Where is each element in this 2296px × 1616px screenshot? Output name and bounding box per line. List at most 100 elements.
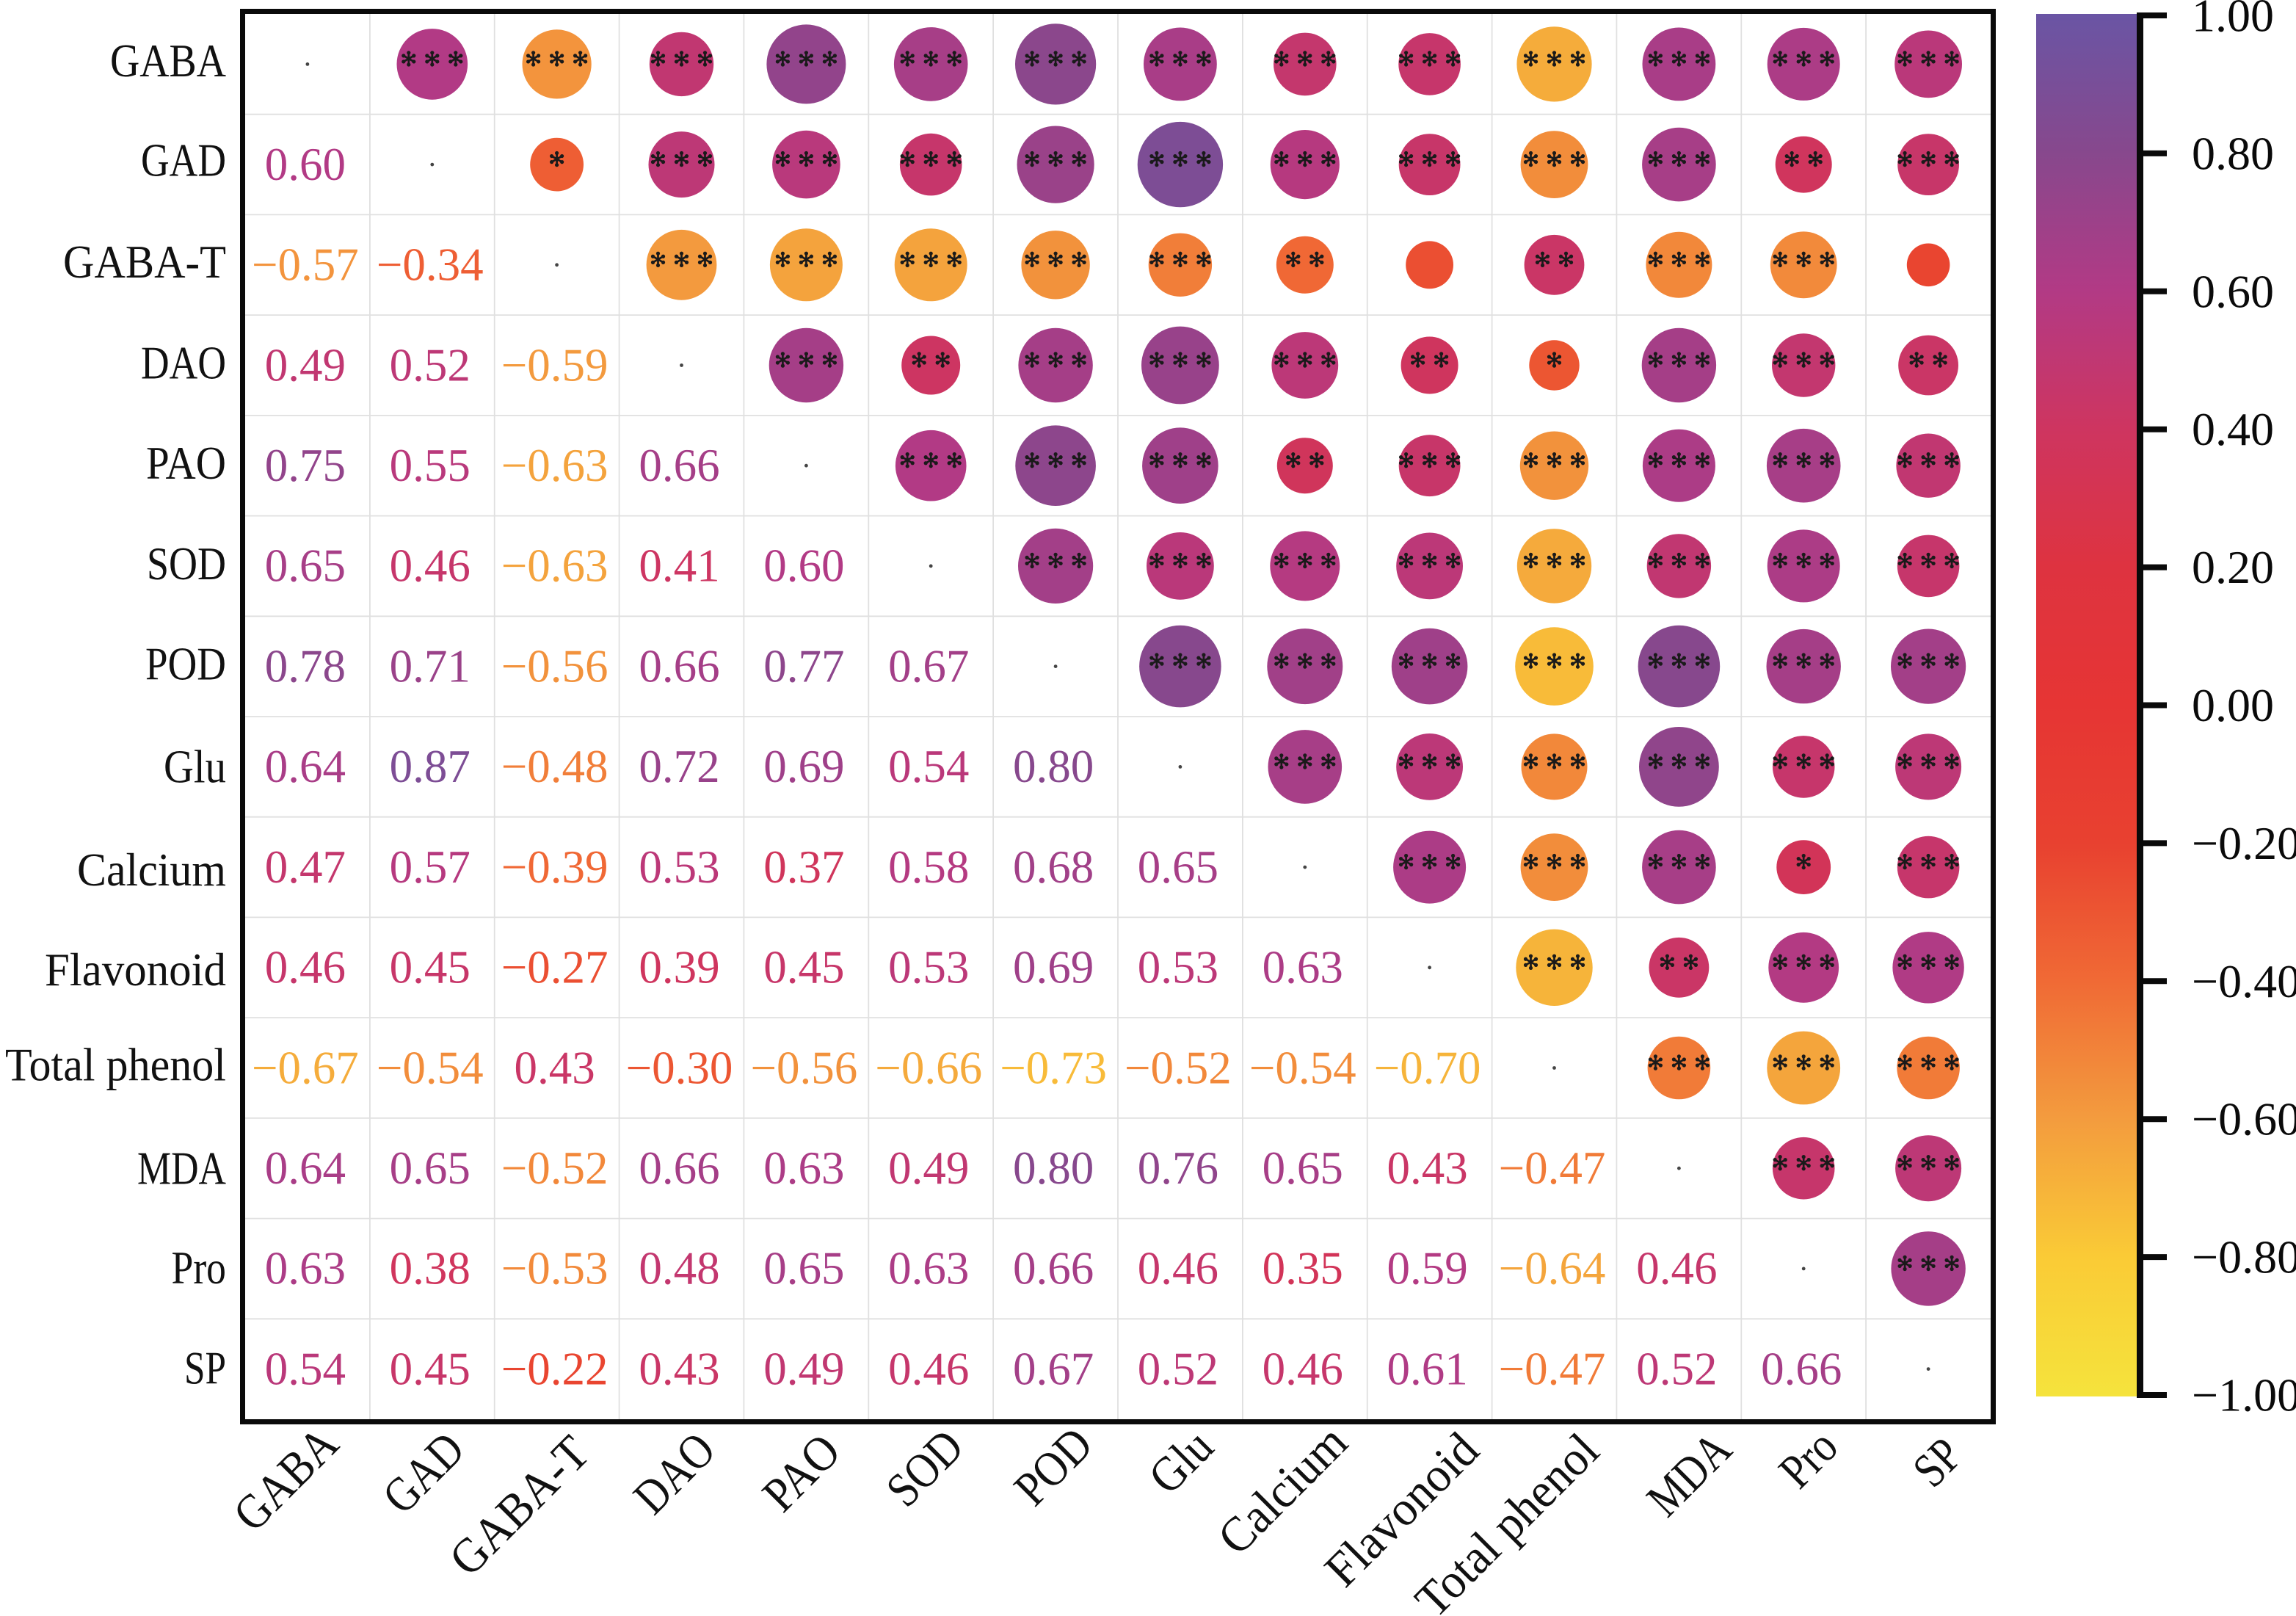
svg-text:0.35: 0.35 [1263, 1243, 1343, 1294]
svg-text:Glu: Glu [164, 741, 226, 792]
svg-text:0.60: 0.60 [2192, 265, 2274, 317]
svg-text:−0.54: −0.54 [1249, 1042, 1356, 1093]
svg-text:−0.63: −0.63 [501, 540, 608, 592]
svg-text:0.55: 0.55 [390, 440, 471, 491]
svg-text:Calcium: Calcium [77, 844, 226, 896]
svg-text:−0.47: −0.47 [1499, 1142, 1606, 1194]
svg-text:−0.52: −0.52 [501, 1142, 608, 1194]
svg-text:−0.30: −0.30 [626, 1042, 733, 1093]
svg-text:−0.40: −0.40 [2192, 955, 2296, 1007]
svg-text:0.64: 0.64 [265, 741, 346, 792]
svg-text:0.65: 0.65 [1138, 841, 1218, 893]
svg-text:0.64: 0.64 [265, 1142, 346, 1194]
svg-text:0.80: 0.80 [1013, 741, 1094, 792]
svg-text:0.66: 0.66 [1761, 1343, 1842, 1394]
svg-text:0.78: 0.78 [265, 640, 346, 692]
svg-text:−0.27: −0.27 [501, 942, 608, 993]
svg-text:0.45: 0.45 [390, 942, 471, 993]
svg-text:0.63: 0.63 [888, 1243, 969, 1294]
svg-text:0.43: 0.43 [1387, 1142, 1467, 1194]
svg-text:0.80: 0.80 [1013, 1142, 1094, 1194]
svg-text:−0.52: −0.52 [1125, 1042, 1232, 1093]
svg-text:0.53: 0.53 [639, 841, 719, 893]
svg-text:−0.57: −0.57 [252, 239, 359, 291]
svg-text:1.00: 1.00 [2192, 0, 2274, 42]
svg-text:0.63: 0.63 [1263, 942, 1343, 993]
svg-text:0.59: 0.59 [1387, 1243, 1467, 1294]
svg-text:0.80: 0.80 [2192, 127, 2274, 179]
svg-text:0.52: 0.52 [1636, 1343, 1717, 1394]
svg-text:0.57: 0.57 [390, 841, 471, 893]
svg-text:0.52: 0.52 [390, 339, 471, 391]
svg-text:0.66: 0.66 [639, 440, 719, 491]
svg-text:0.65: 0.65 [1263, 1142, 1343, 1194]
svg-text:−0.39: −0.39 [501, 841, 608, 893]
svg-text:0.71: 0.71 [390, 640, 471, 692]
svg-text:0.65: 0.65 [763, 1243, 844, 1294]
svg-text:−0.64: −0.64 [1499, 1243, 1606, 1294]
svg-text:−0.22: −0.22 [501, 1343, 608, 1394]
svg-text:−0.56: −0.56 [501, 640, 608, 692]
svg-text:0.65: 0.65 [265, 540, 346, 592]
svg-text:0.00: 0.00 [2192, 679, 2274, 731]
svg-text:−0.48: −0.48 [501, 741, 608, 792]
svg-text:0.66: 0.66 [1013, 1243, 1094, 1294]
svg-text:0.43: 0.43 [514, 1042, 595, 1093]
svg-text:0.60: 0.60 [763, 540, 844, 592]
svg-text:0.66: 0.66 [639, 1142, 719, 1194]
svg-text:−0.47: −0.47 [1499, 1343, 1606, 1394]
svg-text:0.61: 0.61 [1387, 1343, 1467, 1394]
svg-text:MDA: MDA [137, 1143, 226, 1195]
svg-text:0.63: 0.63 [763, 1142, 844, 1194]
svg-text:0.49: 0.49 [265, 339, 346, 391]
svg-text:0.46: 0.46 [1636, 1243, 1717, 1294]
svg-text:0.54: 0.54 [888, 741, 969, 792]
svg-text:−0.67: −0.67 [252, 1042, 359, 1093]
svg-text:0.43: 0.43 [639, 1343, 719, 1394]
svg-text:0.54: 0.54 [265, 1343, 346, 1394]
svg-text:0.46: 0.46 [265, 942, 346, 993]
svg-text:0.87: 0.87 [390, 741, 471, 792]
svg-text:0.20: 0.20 [2192, 541, 2274, 593]
svg-text:SOD: SOD [147, 538, 226, 590]
svg-text:0.60: 0.60 [265, 139, 346, 190]
svg-text:0.75: 0.75 [265, 440, 346, 491]
svg-text:0.39: 0.39 [639, 942, 719, 993]
svg-text:0.68: 0.68 [1013, 841, 1094, 893]
svg-text:Pro: Pro [172, 1242, 227, 1294]
svg-text:0.69: 0.69 [763, 741, 844, 792]
svg-text:0.37: 0.37 [763, 841, 844, 893]
svg-text:−1.00: −1.00 [2192, 1369, 2296, 1421]
svg-text:0.49: 0.49 [763, 1343, 844, 1394]
svg-text:0.67: 0.67 [1013, 1343, 1094, 1394]
svg-text:0.58: 0.58 [888, 841, 969, 893]
svg-text:0.47: 0.47 [265, 841, 346, 893]
svg-text:0.67: 0.67 [888, 640, 969, 692]
svg-text:DAO: DAO [141, 338, 226, 389]
svg-text:0.49: 0.49 [888, 1142, 969, 1194]
svg-text:−0.80: −0.80 [2192, 1231, 2296, 1283]
svg-text:−0.34: −0.34 [377, 239, 484, 291]
svg-text:0.40: 0.40 [2192, 403, 2274, 455]
svg-text:0.48: 0.48 [639, 1243, 719, 1294]
svg-text:0.46: 0.46 [888, 1343, 969, 1394]
svg-text:0.52: 0.52 [1138, 1343, 1218, 1394]
svg-text:0.53: 0.53 [888, 942, 969, 993]
svg-text:0.46: 0.46 [1138, 1243, 1218, 1294]
svg-text:0.46: 0.46 [390, 540, 471, 592]
svg-text:0.46: 0.46 [1263, 1343, 1343, 1394]
svg-text:GAD: GAD [141, 135, 226, 186]
svg-text:GABA-T: GABA-T [63, 236, 226, 288]
svg-text:−0.66: −0.66 [875, 1042, 982, 1093]
svg-text:0.45: 0.45 [390, 1343, 471, 1394]
svg-text:−0.20: −0.20 [2192, 817, 2296, 869]
svg-text:0.77: 0.77 [763, 640, 844, 692]
svg-text:POD: POD [145, 639, 226, 690]
svg-text:−0.73: −0.73 [1000, 1042, 1107, 1093]
svg-text:0.41: 0.41 [639, 540, 719, 592]
svg-text:0.53: 0.53 [1138, 942, 1218, 993]
svg-text:0.38: 0.38 [390, 1243, 471, 1294]
svg-text:0.76: 0.76 [1138, 1142, 1218, 1194]
svg-text:0.72: 0.72 [639, 741, 719, 792]
svg-text:−0.60: −0.60 [2192, 1093, 2296, 1145]
